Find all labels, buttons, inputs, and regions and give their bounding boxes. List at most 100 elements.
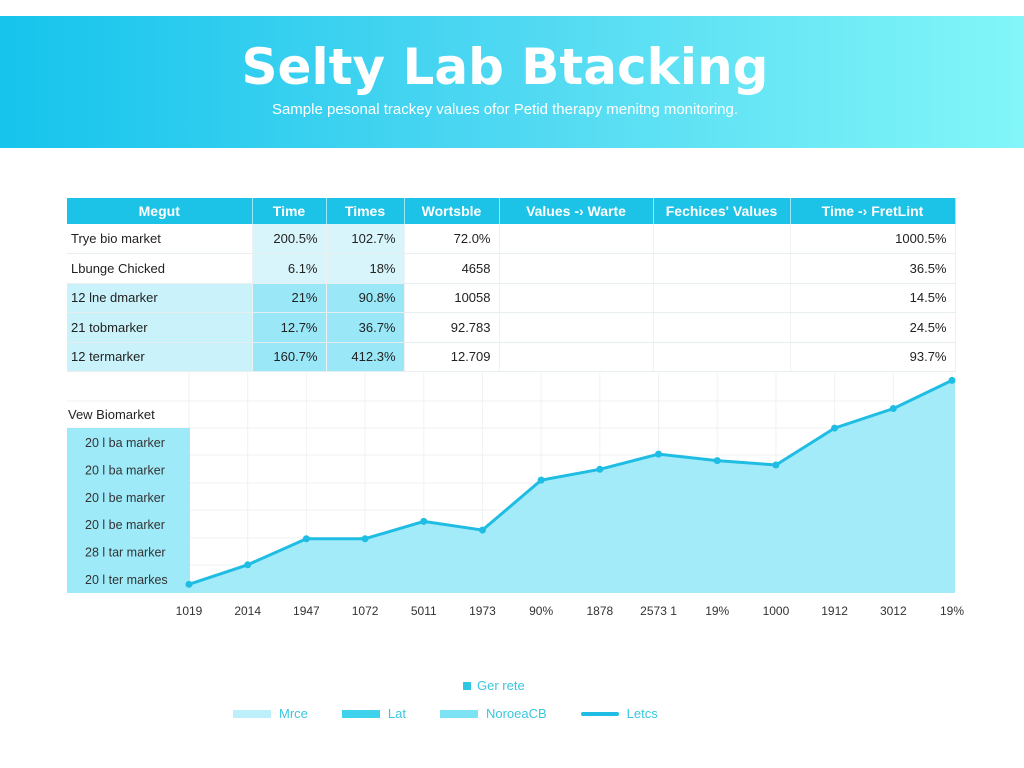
column-header[interactable]: Time: [252, 198, 327, 224]
page-title: Selty Lab Btacking: [241, 38, 769, 96]
table-cell: 6.1%: [252, 253, 327, 284]
table-cell: [653, 224, 791, 254]
table-cell: [499, 253, 654, 284]
data-point: [655, 450, 663, 458]
column-header[interactable]: Megut: [67, 198, 253, 224]
row-label: 20 l be marker: [85, 518, 165, 532]
table-cell: 24.5%: [790, 312, 956, 343]
table-header-row: Megut Time Times Wortsble Values -› Warte Fec…: [67, 198, 956, 224]
biomarker-table: Megut Time Times Wortsble Values -› Warte Fec…: [67, 198, 956, 372]
row-label: 12 termarker: [67, 342, 253, 372]
data-point: [420, 517, 428, 525]
table-cell: [653, 312, 791, 343]
table-cell: 21%: [252, 283, 327, 313]
table-cell: 102.7%: [326, 224, 405, 254]
data-point: [302, 535, 310, 543]
data-point: [889, 405, 897, 413]
x-tick-label: 1000: [763, 604, 790, 618]
legend: Mrce Lat NoroeaCB Letcs: [233, 706, 692, 721]
data-point: [713, 457, 721, 465]
row-label: 20 l be marker: [85, 491, 165, 505]
x-tick-label: 3012: [880, 604, 907, 618]
column-header[interactable]: Time -› FretLint: [790, 198, 956, 224]
series-line: [188, 378, 953, 586]
table-cell: 36.7%: [326, 312, 405, 343]
legend-swatch-icon: [341, 709, 380, 718]
x-tick-label: 1947: [293, 604, 320, 618]
x-tick-label: 19%: [705, 604, 729, 618]
table-cell: [653, 253, 791, 284]
data-point: [948, 376, 956, 384]
table-cell: 72.0%: [404, 224, 500, 254]
table-row: 21 tobmarker 12.7% 36.7% 92.783 24.5%: [67, 312, 956, 343]
legend-square-icon: [463, 681, 471, 690]
table-cell: 160.7%: [252, 342, 327, 372]
data-point: [244, 561, 252, 569]
column-header[interactable]: Wortsble: [404, 198, 500, 224]
table-cell: 92.783: [404, 312, 500, 343]
data-point: [361, 535, 369, 543]
row-label: 21 tobmarker: [67, 312, 253, 343]
table-row: 12 lne dmarker 21% 90.8% 10058 14.5%: [67, 283, 956, 313]
table-cell: 1000.5%: [790, 224, 956, 254]
legend-label: Mrce: [279, 706, 308, 721]
table-cell: 90.8%: [326, 283, 405, 313]
page-subtitle: Sample pesonal trackey values ofor Petid…: [271, 101, 739, 118]
table-row: Lbunge Chicked 6.1% 18% 4658 36.5%: [67, 253, 956, 284]
legend-item[interactable]: Mrce: [233, 706, 308, 721]
legend-item[interactable]: Letcs: [580, 706, 658, 721]
x-tick-label: 5011: [411, 604, 437, 618]
column-header[interactable]: Times: [326, 198, 405, 224]
column-header[interactable]: Fechices' Values: [653, 198, 791, 224]
column-header[interactable]: Values -› Warte: [499, 198, 654, 224]
legend-swatch-icon: [439, 709, 478, 718]
row-label: 12 lne dmarker: [67, 283, 253, 313]
x-tick-label: 19%: [940, 604, 964, 618]
data-point: [478, 526, 486, 534]
row-label: 20 l ba marker: [85, 463, 165, 477]
table-cell: [653, 283, 791, 313]
data-point: [596, 465, 604, 473]
row-label-band: [67, 428, 190, 593]
table-cell: [499, 312, 654, 343]
table-cell: 412.3%: [326, 342, 405, 372]
table-cell: 14.5%: [790, 283, 956, 313]
row-label: Lbunge Chicked: [67, 253, 253, 284]
table-cell: 4658: [404, 253, 500, 284]
table-body: Trye bio market 200.5% 102.7% 72.0% 1000.5% L…: [67, 224, 956, 372]
table-cell: [499, 224, 654, 254]
legend-item[interactable]: Lat: [341, 706, 406, 721]
table-row: 12 termarker 160.7% 412.3% 12.709 93.7%: [67, 342, 956, 372]
table-cell: [499, 283, 654, 313]
legend-title: Ger rete: [463, 678, 525, 693]
legend-item[interactable]: NoroeaCB: [439, 706, 547, 721]
legend-swatch-icon: [580, 711, 619, 716]
chart-title: Vew Biomarket: [68, 407, 155, 422]
x-tick-label: 2014: [234, 604, 261, 618]
legend-title-text: Ger rete: [477, 678, 525, 693]
table-row: Trye bio market 200.5% 102.7% 72.0% 1000.5%: [67, 224, 956, 254]
table-cell: 12.709: [404, 342, 500, 372]
x-tick-label: 1973: [469, 604, 496, 618]
row-label: Trye bio market: [67, 224, 253, 254]
row-label: 20 l ter markes: [85, 573, 168, 587]
row-label: 28 l tar marker: [85, 546, 166, 560]
x-tick-label: 1072: [352, 604, 379, 618]
table-cell: 200.5%: [252, 224, 327, 254]
legend-label: NoroeaCB: [485, 706, 547, 721]
header-banner: Selty Lab Btacking Sample pesonal tracke…: [0, 16, 1024, 148]
table-cell: 36.5%: [790, 253, 956, 284]
table-cell: [653, 342, 791, 372]
data-point: [772, 461, 780, 469]
area-fill: [189, 380, 955, 593]
table-cell: 10058: [404, 283, 500, 313]
x-tick-label: 1019: [176, 604, 203, 618]
legend-label: Letcs: [626, 706, 658, 721]
table-cell: 18%: [326, 253, 405, 284]
x-tick-label: 2573 1: [640, 604, 677, 618]
table-cell: 12.7%: [252, 312, 327, 343]
data-point: [185, 580, 193, 588]
x-tick-label: 1912: [821, 604, 848, 618]
table-cell: [499, 342, 654, 372]
